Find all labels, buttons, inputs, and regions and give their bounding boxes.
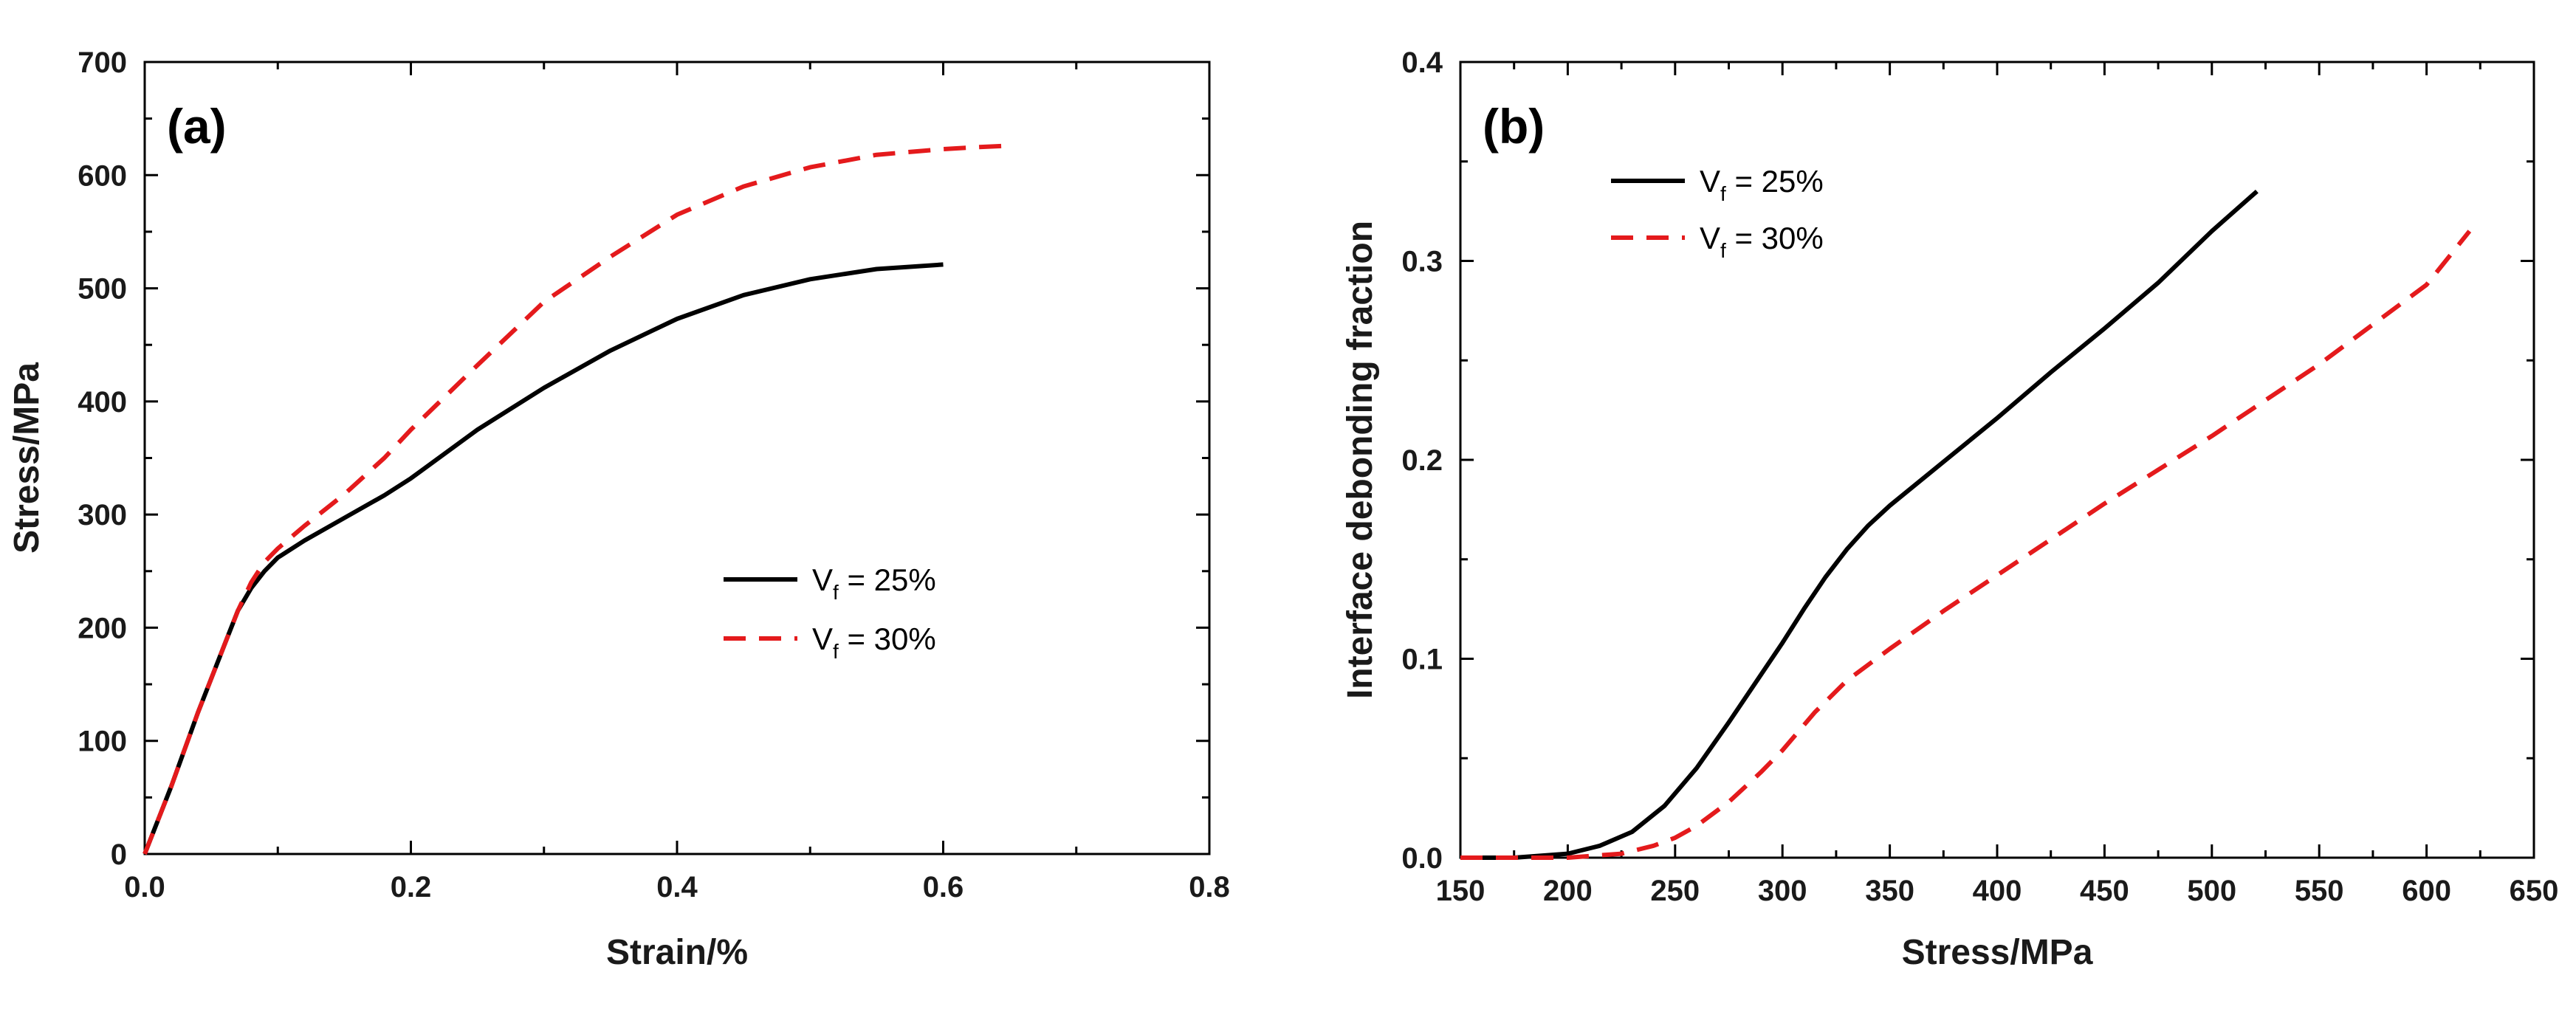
y-axis-title: Interface debonding fraction (1341, 221, 1380, 699)
x-tick-label: 450 (2080, 875, 2129, 907)
y-tick-label: 0 (111, 838, 127, 871)
panel-label: (b) (1483, 99, 1545, 154)
x-tick-label: 0.4 (656, 871, 698, 903)
y-tick-label: 0.4 (1401, 47, 1443, 79)
y-axis-title: Stress/MPa (7, 362, 47, 554)
chart-panel-b: 150 200 250 300 350 400 450 500 550 600 650 0.0 0.1 0… (1341, 47, 2558, 972)
x-tick-label: 0.6 (923, 871, 964, 903)
series-line-2 (142, 143, 1010, 855)
x-tick-label: 650 (2510, 875, 2559, 907)
legend-label-2: Vf = 30% (1700, 221, 1824, 262)
panel-label: (a) (167, 99, 227, 154)
y-tick-label: 500 (78, 273, 127, 306)
legend-label-2: Vf = 30% (812, 621, 936, 663)
y-tick-label: 0.3 (1401, 246, 1443, 278)
series-line-1 (142, 262, 944, 855)
x-tick-label: 550 (2295, 875, 2344, 907)
y-tick-label: 0.0 (1401, 842, 1443, 875)
x-tick-label: 0.8 (1189, 871, 1230, 903)
x-tick-label: 250 (1650, 875, 1700, 907)
y-tick-label: 200 (78, 612, 127, 644)
y-tick-label: 400 (78, 386, 127, 419)
x-axis-title: Strain/% (606, 933, 748, 972)
plot-frame (143, 61, 1211, 855)
y-tick-label: 0.1 (1401, 644, 1443, 676)
legend-label-1: Vf = 25% (812, 562, 936, 604)
x-tick-label: 400 (1973, 875, 2022, 907)
x-tick-label: 350 (1865, 875, 1914, 907)
x-tick-label: 500 (2187, 875, 2236, 907)
x-tick-label: 150 (1436, 875, 1486, 907)
x-tick-label: 300 (1758, 875, 1807, 907)
y-tick-label: 600 (78, 159, 127, 192)
y-tick-label: 100 (78, 726, 127, 758)
x-tick-label: 200 (1543, 875, 1593, 907)
chart-panel-a: 0.0 0.2 0.4 0.6 0.8 0 100 200 300 400 500 600 700 Str… (7, 47, 1230, 972)
y-tick-label: 300 (78, 499, 127, 531)
legend-label-1: Vf = 25% (1700, 164, 1824, 205)
y-tick-label: 0.2 (1401, 444, 1443, 477)
x-tick-label: 600 (2402, 875, 2451, 907)
series-line-2 (1460, 230, 2472, 860)
x-axis-title: Stress/MPa (1902, 933, 2093, 972)
x-tick-label: 0.0 (124, 871, 165, 903)
series-line-1 (1460, 189, 2259, 860)
y-tick-label: 700 (78, 47, 127, 79)
x-tick-label: 0.2 (391, 871, 432, 903)
